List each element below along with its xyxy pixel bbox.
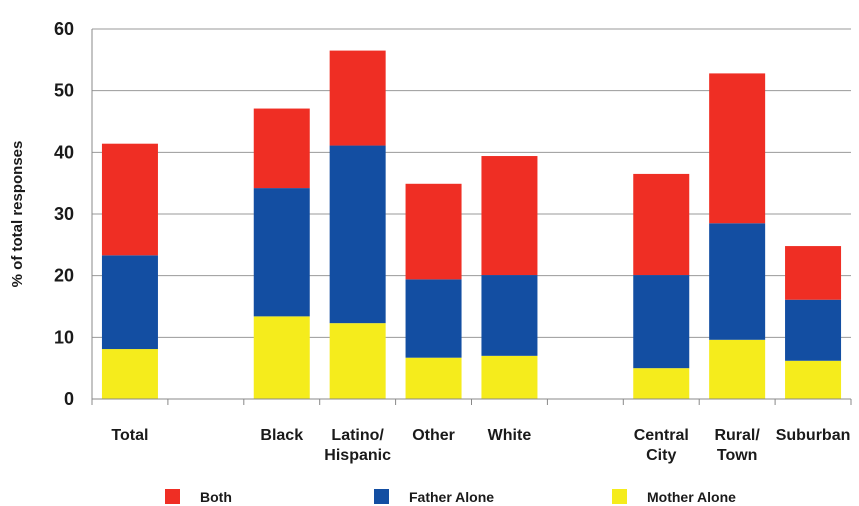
y-tick-label: 10 — [54, 327, 74, 347]
x-category-label: City — [646, 447, 676, 464]
bar-segment — [101, 349, 158, 399]
y-tick-label: 20 — [54, 266, 74, 286]
bars — [101, 50, 842, 399]
y-tick-label: 50 — [54, 81, 74, 101]
legend-swatch — [374, 489, 389, 504]
x-category-label: Town — [717, 447, 758, 464]
bar-segment — [785, 299, 842, 361]
bar-segment — [405, 357, 462, 399]
bar-segment — [253, 188, 310, 317]
bar-segment — [101, 143, 158, 256]
legend-swatch — [612, 489, 627, 504]
legend-label: Mother Alone — [647, 489, 736, 505]
y-tick-label: 30 — [54, 204, 74, 224]
y-tick-label: 60 — [54, 19, 74, 39]
bar-segment — [633, 173, 690, 276]
x-category-label: Black — [260, 427, 303, 444]
x-category-label: White — [488, 427, 532, 444]
y-tick-labels: 0 10 20 30 40 50 60 — [54, 19, 74, 409]
bar-segment — [633, 368, 690, 399]
bar-segment — [405, 183, 462, 280]
bar-segment — [253, 316, 310, 399]
x-category-label: Other — [412, 427, 455, 444]
axes — [91, 29, 852, 405]
legend-label: Father Alone — [409, 489, 494, 505]
y-tick-label: 0 — [64, 389, 74, 409]
legend: Both Father Alone Mother Alone — [165, 489, 736, 505]
bar-segment — [709, 73, 766, 224]
bar-segment — [101, 255, 158, 350]
bar-segment — [481, 275, 538, 356]
bar-segment — [709, 339, 766, 399]
legend-swatch — [165, 489, 180, 504]
x-category-label: Central — [634, 427, 689, 444]
x-category-label: Suburban — [776, 427, 851, 444]
x-category-label: Rural/ — [714, 427, 760, 444]
x-category-label: Hispanic — [324, 447, 391, 464]
bar-segment — [709, 223, 766, 340]
x-category-label: Total — [111, 427, 148, 444]
bar-segment — [405, 279, 462, 358]
bar-segment — [481, 156, 538, 276]
legend-label: Both — [200, 489, 232, 505]
y-tick-label: 40 — [54, 142, 74, 162]
bar-segment — [785, 246, 842, 300]
x-category-label: Latino/ — [331, 427, 384, 444]
x-category-labels: Total Black Latino/Hispanic Other White Centr… — [111, 427, 850, 464]
bar-segment — [329, 323, 386, 399]
bar-segment — [633, 275, 690, 369]
bar-segment — [329, 50, 386, 146]
y-axis-label: % of total responses — [9, 141, 26, 288]
bar-segment — [481, 355, 538, 399]
bar-segment — [253, 108, 310, 189]
bar-segment — [329, 145, 386, 324]
bar-segment — [785, 360, 842, 399]
